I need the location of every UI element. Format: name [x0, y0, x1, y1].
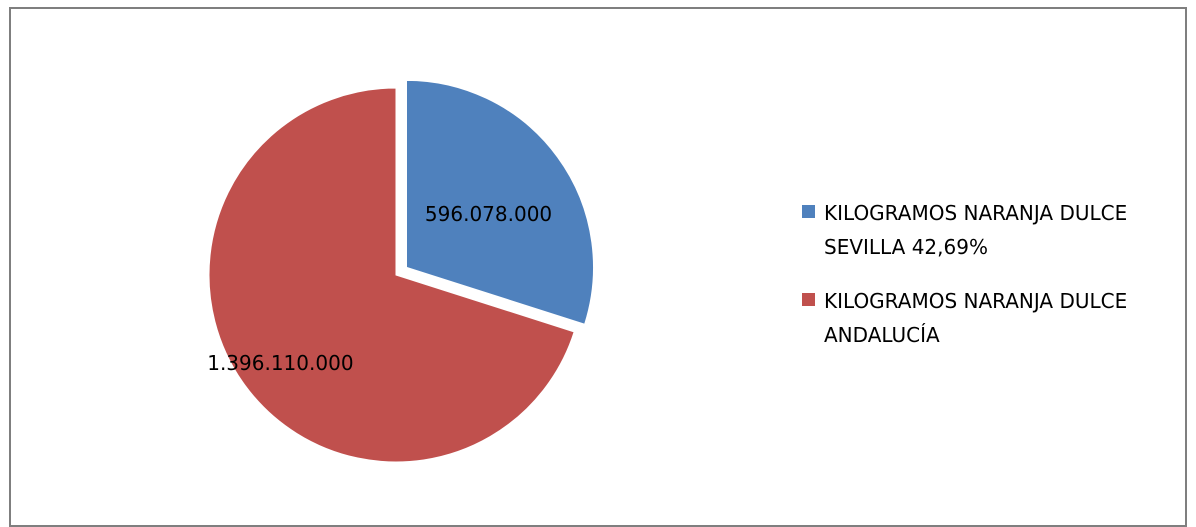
- chart-frame: [9, 7, 1187, 527]
- legend-swatch-sevilla: [802, 205, 815, 218]
- legend-label-sevilla: KILOGRAMOS NARANJA DULCE SEVILLA 42,69%: [824, 201, 1128, 259]
- legend-item-sevilla: KILOGRAMOS NARANJA DULCE SEVILLA 42,69%: [802, 196, 1182, 264]
- legend: KILOGRAMOS NARANJA DULCE SEVILLA 42,69% …: [802, 196, 1182, 372]
- slice-label-sevilla: 596.078.000: [425, 202, 552, 226]
- pie-slice-andalucia: [208, 87, 575, 463]
- legend-item-andalucia: KILOGRAMOS NARANJA DULCE ANDALUCÍA: [802, 284, 1182, 352]
- pie-slice-sevilla: [405, 79, 594, 325]
- slice-label-andalucia: 1.396.110.000: [207, 351, 353, 375]
- legend-swatch-andalucia: [802, 293, 815, 306]
- legend-label-andalucia: KILOGRAMOS NARANJA DULCE ANDALUCÍA: [824, 289, 1128, 347]
